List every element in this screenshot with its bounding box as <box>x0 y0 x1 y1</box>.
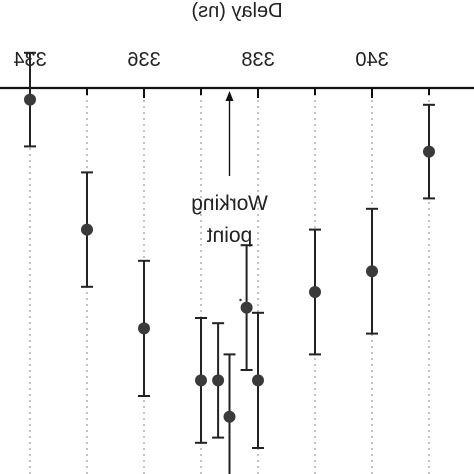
x-axis-title: Delay (ns) <box>191 0 282 22</box>
x-tick-label: 338 <box>241 49 274 71</box>
data-points <box>24 93 435 423</box>
data-point <box>212 374 225 387</box>
data-point <box>223 410 236 423</box>
x-tick-label: 336 <box>127 49 160 71</box>
grid <box>29 88 430 474</box>
data-point <box>309 286 321 298</box>
data-point <box>138 322 150 335</box>
data-point <box>252 374 264 387</box>
data-point <box>81 223 93 236</box>
annotation-arrow-head <box>225 91 234 101</box>
data-point <box>423 145 435 158</box>
annotation-text-line: Working <box>191 192 268 215</box>
stray-mark <box>239 298 242 302</box>
annotation-text-line: point <box>207 224 253 247</box>
data-point <box>366 265 378 278</box>
working-point-annotation: Working point <box>191 91 268 302</box>
data-point <box>24 93 36 106</box>
data-point <box>195 374 207 387</box>
x-ticks <box>29 88 430 98</box>
data-point <box>240 301 253 314</box>
x-tick-label: 340 <box>355 49 388 71</box>
x-tick-labels: 3343363383403 <box>13 49 388 71</box>
